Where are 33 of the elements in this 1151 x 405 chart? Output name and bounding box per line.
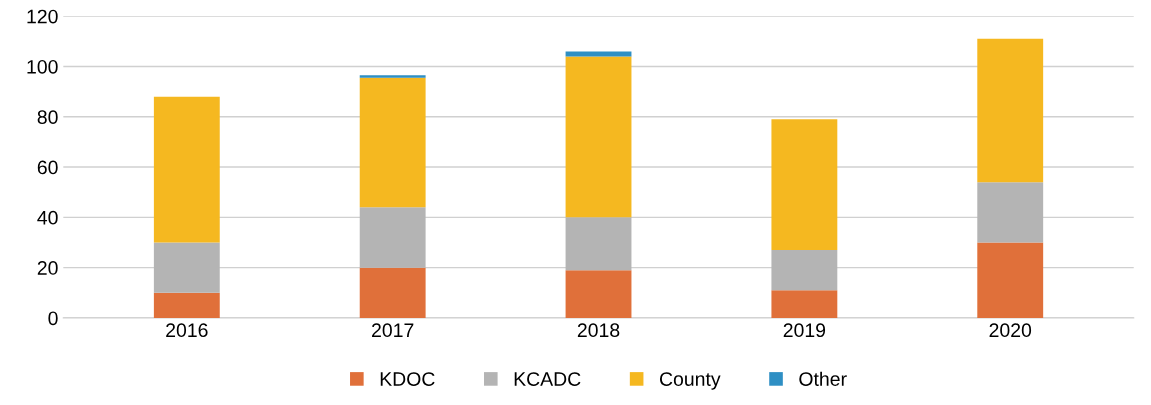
bar	[977, 182, 1044, 243]
bar	[153, 96, 220, 243]
y-tick-label: 20	[37, 261, 58, 275]
y-tick-label: 40	[37, 210, 58, 225]
x-tick-label: 2016	[166, 323, 208, 338]
y-tick-label: 100	[27, 59, 58, 74]
bar	[359, 75, 426, 78]
bar	[153, 292, 220, 318]
bar	[977, 38, 1044, 183]
bar	[359, 207, 426, 268]
y-tick-label: 80	[37, 110, 58, 125]
bar	[771, 119, 838, 251]
bar	[565, 270, 632, 318]
x-tick-label: 2019	[783, 323, 826, 338]
legend-label: County	[659, 372, 721, 390]
bar	[771, 250, 838, 291]
bar	[977, 242, 1044, 318]
x-tick-label: 2017	[372, 323, 414, 338]
bar	[565, 51, 632, 57]
x-tick-label: 2020	[989, 323, 1032, 338]
bar	[565, 56, 632, 218]
x-tick-label: 2018	[577, 323, 620, 338]
legend-label: KDOC	[380, 372, 435, 386]
bar	[771, 290, 838, 318]
legend-label: KCADC	[514, 372, 581, 386]
y-tick-label: 120	[27, 9, 58, 24]
bar	[359, 267, 426, 318]
y-tick-label: 0	[48, 311, 58, 326]
y-tick-label: 60	[37, 160, 58, 175]
bar	[359, 77, 426, 208]
bar	[565, 217, 632, 271]
bar	[153, 242, 220, 293]
legend-label: Other	[799, 371, 847, 386]
